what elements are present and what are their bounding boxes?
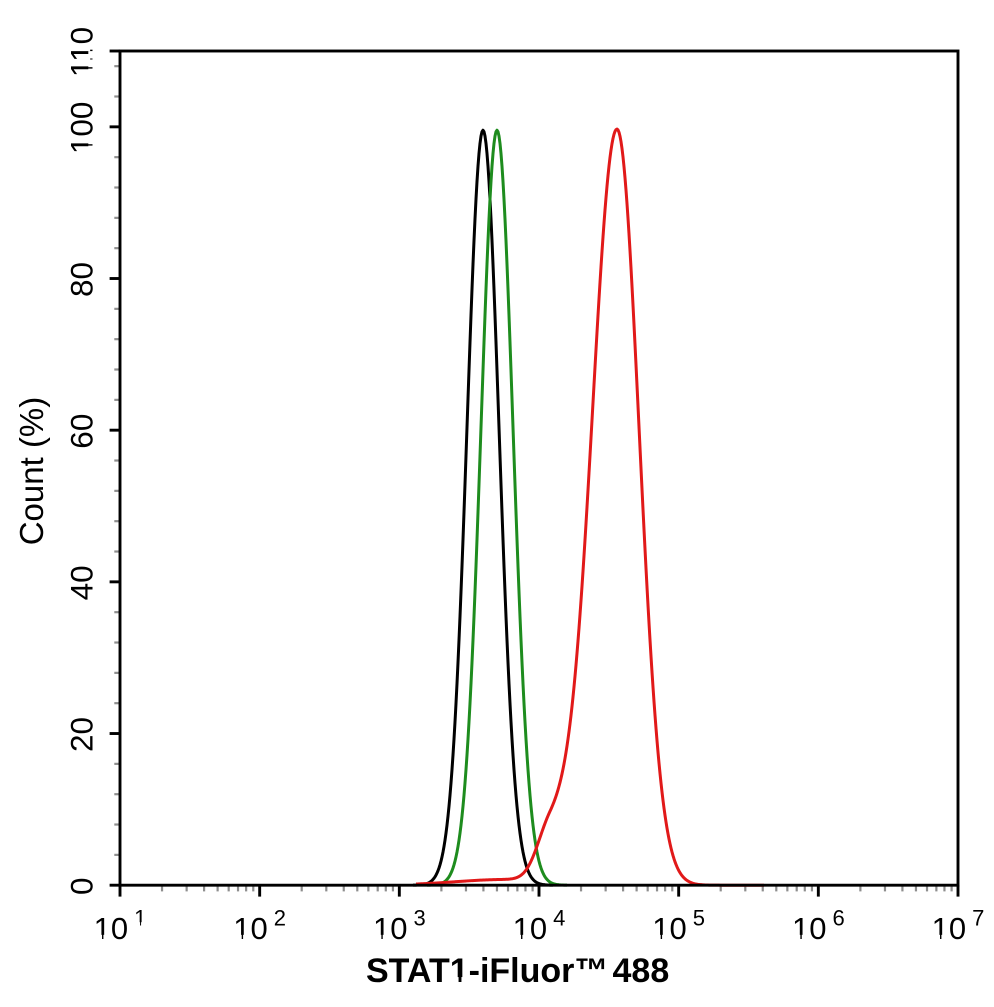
svg-text:10: 10 bbox=[373, 911, 407, 946]
svg-text:10: 10 bbox=[932, 911, 966, 946]
svg-text:6: 6 bbox=[832, 906, 844, 931]
svg-text:488: 488 bbox=[613, 952, 670, 990]
svg-text:110: 110 bbox=[64, 27, 100, 77]
svg-text:100: 100 bbox=[64, 102, 100, 155]
svg-text:10: 10 bbox=[513, 911, 547, 946]
svg-text:10: 10 bbox=[233, 911, 267, 946]
svg-text:10: 10 bbox=[792, 911, 826, 946]
svg-text:40: 40 bbox=[64, 565, 100, 600]
svg-text:2: 2 bbox=[274, 906, 286, 931]
svg-text:60: 60 bbox=[64, 414, 100, 449]
svg-text:0: 0 bbox=[64, 877, 100, 895]
svg-text:20: 20 bbox=[64, 717, 100, 752]
svg-text:3: 3 bbox=[413, 906, 425, 931]
svg-text:Count (%): Count (%) bbox=[13, 397, 50, 546]
svg-text:80: 80 bbox=[64, 262, 100, 297]
svg-text:5: 5 bbox=[693, 906, 705, 931]
svg-text:4: 4 bbox=[553, 906, 565, 931]
svg-text:10: 10 bbox=[94, 911, 128, 946]
svg-text:STAT1-iFluor™: STAT1-iFluor™ bbox=[366, 952, 608, 990]
svg-text:10: 10 bbox=[652, 911, 686, 946]
svg-text:7: 7 bbox=[972, 906, 984, 931]
